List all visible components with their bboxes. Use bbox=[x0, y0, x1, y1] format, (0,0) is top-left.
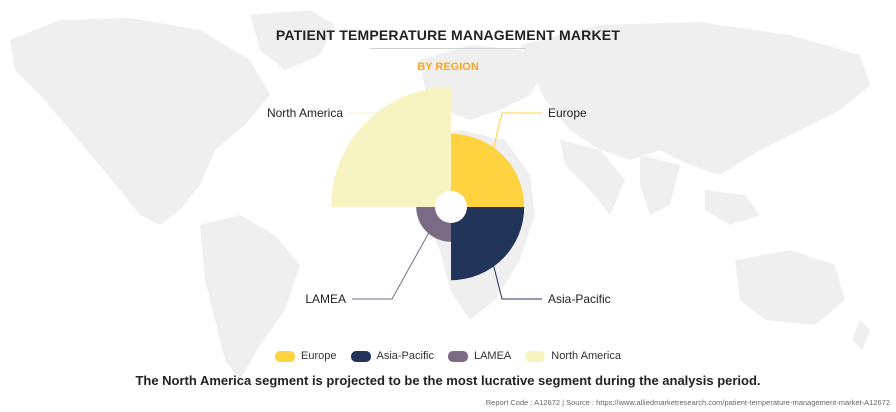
legend-item-asia-pacific: Asia-Pacific bbox=[350, 350, 434, 362]
source-citation: Report Code : A12672 | Source : https://… bbox=[485, 398, 890, 407]
legend-label-lamea: LAMEA bbox=[473, 350, 512, 362]
title-divider bbox=[370, 48, 526, 49]
legend-swatch-north-america bbox=[525, 350, 546, 362]
slice-label-lamea: LAMEA bbox=[305, 292, 346, 306]
legend-label-north-america: North America bbox=[551, 350, 621, 362]
legend-item-europe: Europe bbox=[275, 350, 337, 362]
center-hole bbox=[435, 191, 467, 223]
legend-swatch-europe bbox=[275, 350, 296, 362]
slice-label-asia-pacific: Asia-Pacific bbox=[548, 292, 611, 306]
leader-line-lamea bbox=[352, 224, 434, 300]
legend-item-lamea: LAMEA bbox=[447, 350, 512, 362]
slice-europe bbox=[451, 133, 525, 207]
chart-footnote: The North America segment is projected t… bbox=[135, 373, 761, 388]
legend-swatch-lamea bbox=[447, 350, 468, 362]
slice-label-europe: Europe bbox=[548, 106, 587, 120]
slice-label-north-america: North America bbox=[267, 106, 343, 120]
chart-title: PATIENT TEMPERATURE MANAGEMENT MARKET bbox=[275, 27, 621, 43]
legend-item-north-america: North America bbox=[525, 350, 621, 362]
legend-label-asia-pacific: Asia-Pacific bbox=[376, 350, 434, 362]
chart-subtitle: BY REGION bbox=[417, 61, 479, 73]
slice-north-america bbox=[331, 87, 451, 207]
leader-line-europe bbox=[487, 112, 542, 170]
leader-line-north-america bbox=[349, 112, 391, 146]
legend-swatch-asia-pacific bbox=[350, 350, 371, 362]
leader-line-asia-pacific bbox=[487, 244, 542, 300]
slice-asia-pacific bbox=[451, 207, 525, 281]
chart-legend: Europe Asia-Pacific LAMEA North America bbox=[0, 350, 896, 362]
legend-label-europe: Europe bbox=[301, 350, 337, 362]
